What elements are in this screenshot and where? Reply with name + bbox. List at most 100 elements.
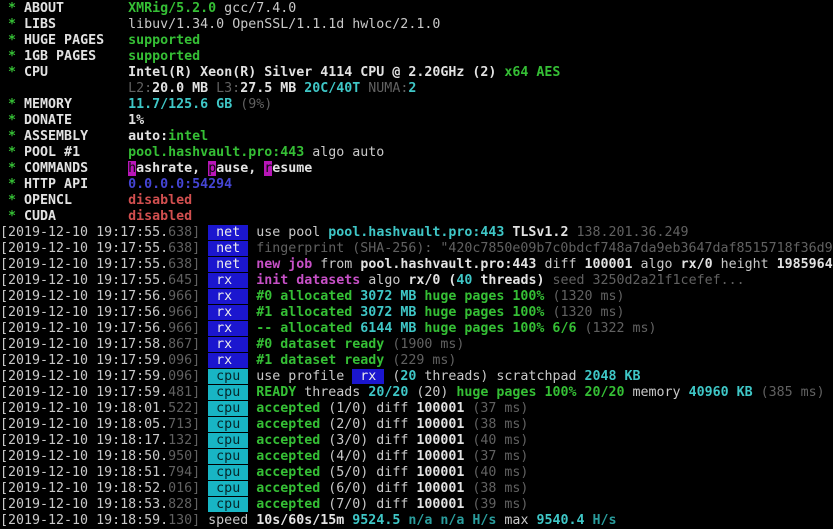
log-line: [2019-12-10 19:18:01.522] cpu accepted (… xyxy=(0,401,833,417)
log-line: [2019-12-10 19:18:17.132] cpu accepted (… xyxy=(0,433,833,449)
text-span: NUMA: xyxy=(368,81,409,96)
text-span: (4/0) diff xyxy=(320,449,417,464)
log-line: [2019-12-10 19:17:55.638] net new job fr… xyxy=(0,257,833,273)
log-tag-net: net xyxy=(208,225,249,240)
text-span: 100001 xyxy=(416,401,465,416)
text-span: (37 ms) xyxy=(464,449,529,464)
text-span: 2048 KB xyxy=(584,369,641,384)
timestamp-ms: 794] xyxy=(168,465,201,480)
text-span: (38 ms) xyxy=(464,417,529,432)
log-tag-cpu: cpu xyxy=(208,369,249,384)
log-tag-cpu: cpu xyxy=(208,465,249,480)
text-span: * xyxy=(0,177,25,192)
text-span xyxy=(200,417,208,432)
text-span: h xyxy=(128,161,137,176)
text-span: (40 ms) xyxy=(464,465,529,480)
text-span xyxy=(200,321,208,336)
log-tag-speed: speed xyxy=(208,513,249,528)
text-span: 1% xyxy=(128,113,145,128)
text-span: pool.hashvault.pro:443 xyxy=(128,145,305,160)
text-span xyxy=(88,161,128,176)
timestamp: [2019-12-10 19:17:56. xyxy=(0,321,169,336)
log-line: [2019-12-10 19:17:55.638] net fingerprin… xyxy=(0,241,833,257)
text-span xyxy=(88,177,128,192)
log-tag-rx: rx xyxy=(208,289,249,304)
header-line: * LIBS libuv/1.34.0 OpenSSL/1.1.1d hwloc… xyxy=(0,17,833,33)
header-line: * ASSEMBLY auto:intel xyxy=(0,129,833,145)
text-span: disabled xyxy=(128,193,193,208)
text-span: accepted xyxy=(256,497,321,512)
log-tag-rx: rx xyxy=(208,353,249,368)
timestamp-ms: 966] xyxy=(168,289,201,304)
text-span: seed 3250d2a21f1cefef... xyxy=(544,273,745,288)
timestamp-ms: 096] xyxy=(168,369,201,384)
log-line: [2019-12-10 19:18:51.794] cpu accepted (… xyxy=(0,465,833,481)
text-span: supported xyxy=(128,49,201,64)
text-span: (1900 ms) xyxy=(384,337,465,352)
text-span: #1 allocated xyxy=(256,305,353,320)
text-span: 0.0.0.0:54294 xyxy=(128,177,233,192)
text-span: 100001 xyxy=(416,465,465,480)
text-span: huge pages 100% xyxy=(416,289,545,304)
text-span xyxy=(72,113,128,128)
text-span: (385 ms) xyxy=(752,385,825,400)
header-line: * MEMORY 11.7/125.6 GB (9%) xyxy=(0,97,833,113)
text-span xyxy=(200,497,208,512)
log-tag-cpu: cpu xyxy=(208,481,249,496)
timestamp: [2019-12-10 19:18:17. xyxy=(0,433,169,448)
timestamp-ms: 638] xyxy=(168,257,201,272)
text-span xyxy=(200,353,208,368)
text-span: threads) xyxy=(472,273,545,288)
text-span xyxy=(72,97,128,112)
text-span: accepted xyxy=(256,417,321,432)
text-span: 100001 xyxy=(416,449,465,464)
header-line: * ABOUT XMRig/5.2.0 gcc/7.4.0 xyxy=(0,1,833,17)
text-span: auto: xyxy=(128,129,169,144)
text-span: disabled xyxy=(128,209,193,224)
text-span: (38 ms) xyxy=(464,481,529,496)
text-span: threads) scratchpad xyxy=(416,369,585,384)
text-span: max xyxy=(496,513,537,528)
text-span: (9%) xyxy=(240,97,273,112)
timestamp: [2019-12-10 19:18:51. xyxy=(0,465,169,480)
timestamp: [2019-12-10 19:18:05. xyxy=(0,417,169,432)
header-line: * POOL #1 pool.hashvault.pro:443 algo au… xyxy=(0,145,833,161)
text-span: H/s xyxy=(472,513,497,528)
text-span: * xyxy=(0,65,25,80)
text-span: * xyxy=(0,33,25,48)
text-span: ASSEMBLY xyxy=(24,129,89,144)
text-span: (40 ms) xyxy=(464,433,529,448)
text-span: * xyxy=(0,161,25,176)
text-span xyxy=(200,305,208,320)
timestamp: [2019-12-10 19:18:52. xyxy=(0,481,169,496)
text-span: algo auto xyxy=(304,145,385,160)
log-tag-cpu: cpu xyxy=(208,401,249,416)
text-span xyxy=(200,241,208,256)
text-span: rx/0 xyxy=(680,257,713,272)
text-span: COMMANDS xyxy=(24,161,89,176)
text-span: TLSv1.2 xyxy=(512,225,577,240)
text-span: huge pages 100% xyxy=(416,305,545,320)
text-span: 9540.4 xyxy=(536,513,593,528)
text-span: HTTP API xyxy=(24,177,89,192)
log-line: [2019-12-10 19:17:55.645] rx init datase… xyxy=(0,273,833,289)
header-line: * COMMANDS hashrate, pause, resume xyxy=(0,161,833,177)
text-span: ABOUT xyxy=(24,1,65,16)
log-tag-cpu: cpu xyxy=(208,497,249,512)
text-span: 3072 MB xyxy=(352,289,417,304)
timestamp-ms: 867] xyxy=(168,337,201,352)
log-tag-cpu: cpu xyxy=(208,385,249,400)
text-span: n/a n/a xyxy=(408,513,473,528)
text-span: huge pages 100% 6/6 xyxy=(416,321,577,336)
text-span xyxy=(200,385,208,400)
text-span xyxy=(200,289,208,304)
text-span: (3/0) diff xyxy=(320,433,417,448)
text-span: pool.hashvault.pro:443 xyxy=(328,225,513,240)
text-span xyxy=(48,65,128,80)
text-span: 40 xyxy=(456,273,473,288)
header-line: * OPENCL disabled xyxy=(0,193,833,209)
log-line: [2019-12-10 19:17:56.966] rx #1 allocate… xyxy=(0,305,833,321)
text-span: from xyxy=(312,257,361,272)
text-span: 100001 xyxy=(584,257,633,272)
